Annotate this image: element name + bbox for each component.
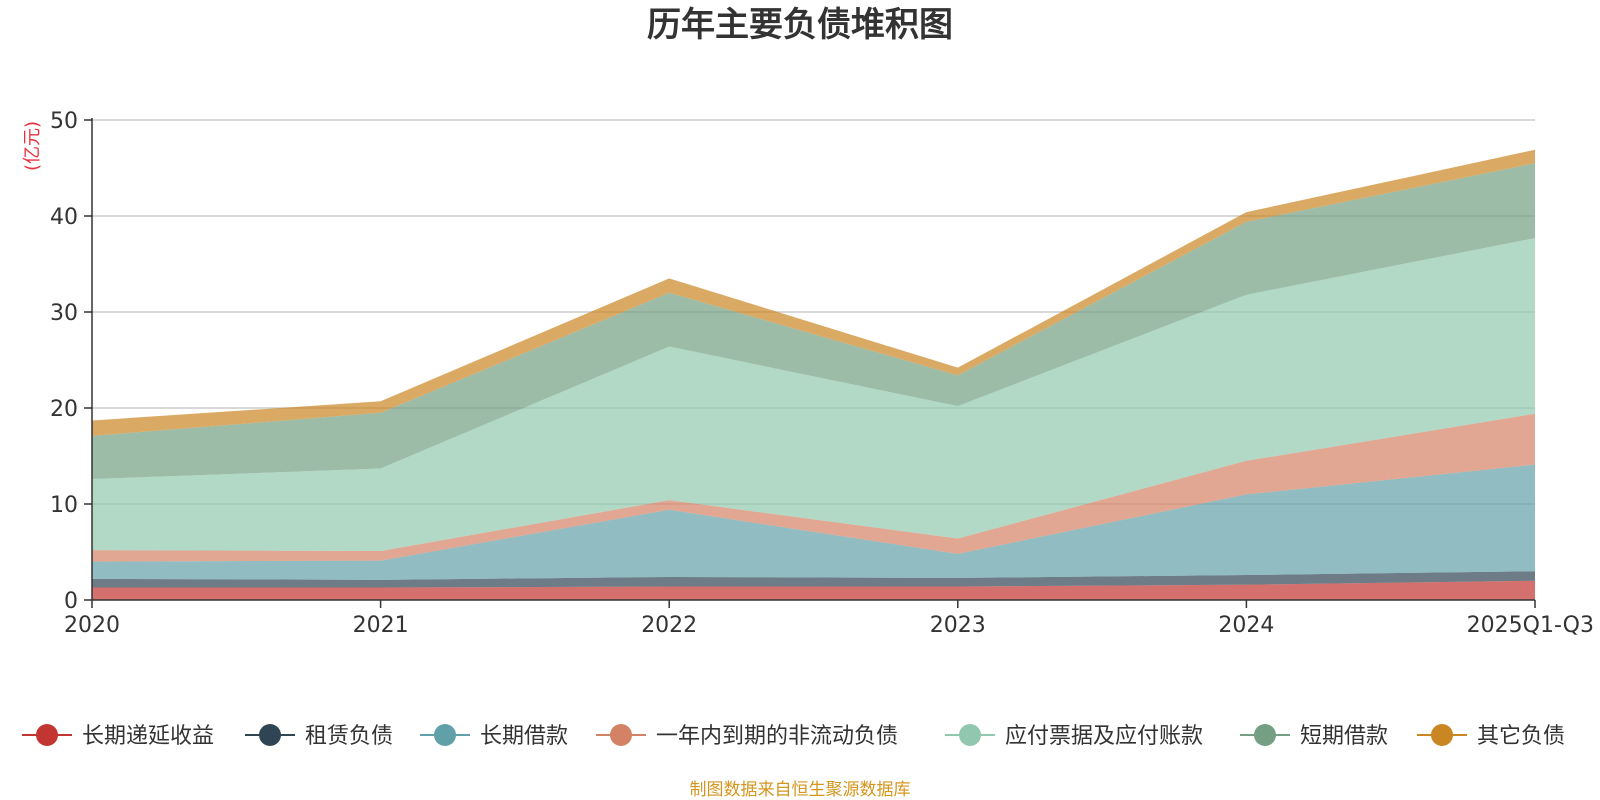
x-tick-label: 2025Q1-Q3 [1467,613,1594,638]
area-series-6 [92,163,1535,480]
data-source-note: 制图数据来自恒生聚源数据库 [690,780,911,800]
legend-circle-marker [1431,724,1453,746]
x-tick-label: 2020 [64,613,120,638]
legend-item[interactable]: 租赁负债 [245,724,393,749]
y-tick-label: 0 [64,589,78,614]
legend-label: 一年内到期的非流动负债 [656,724,898,749]
legend-label: 其它负债 [1477,724,1565,749]
legend-label: 应付票据及应付账款 [1005,724,1203,749]
legend-circle-marker [434,724,456,746]
area-series-3 [92,464,1535,580]
legend-label: 长期递延收益 [82,724,214,749]
legend-label: 租赁负债 [305,724,393,749]
legend-circle-marker [1254,724,1276,746]
legend-item[interactable]: 长期递延收益 [22,724,214,749]
x-tick-label: 2022 [641,613,697,638]
y-axis-unit: (亿元) [22,121,43,171]
y-axis-ticks: 0 10 20 30 40 50 [50,109,92,614]
legend-circle-marker [259,724,281,746]
legend: 长期递延收益 租赁负债 长期借款 一年内到期的非流动负债 应付票据及应付账款 短期借款 其它… [22,724,1565,749]
y-tick-label: 30 [50,301,78,326]
legend-item[interactable]: 长期借款 [420,724,568,749]
x-tick-label: 2024 [1218,613,1274,638]
area-series-5 [92,238,1535,552]
legend-circle-marker [36,724,58,746]
y-tick-label: 10 [50,493,78,518]
legend-circle-marker [959,724,981,746]
area-series [92,149,1535,600]
axes [91,118,1535,601]
legend-item[interactable]: 一年内到期的非流动负债 [596,724,898,749]
area-series-1 [92,580,1535,600]
x-axis-ticks: 2020 2021 2022 2023 2024 2025Q1-Q3 [64,600,1594,638]
x-tick-label: 2021 [353,613,409,638]
chart-title: 历年主要负债堆积图 [647,5,953,45]
legend-item[interactable]: 短期借款 [1240,724,1388,749]
legend-label: 短期借款 [1300,724,1388,749]
y-tick-label: 40 [50,205,78,230]
legend-label: 长期借款 [480,724,568,749]
legend-item[interactable]: 应付票据及应付账款 [945,724,1203,749]
y-tick-label: 20 [50,397,78,422]
area-series-4 [92,413,1535,562]
legend-circle-marker [610,724,632,746]
legend-item[interactable]: 其它负债 [1417,724,1565,749]
area-series-2 [92,571,1535,588]
y-tick-label: 50 [50,109,78,134]
x-tick-label: 2023 [930,613,986,638]
